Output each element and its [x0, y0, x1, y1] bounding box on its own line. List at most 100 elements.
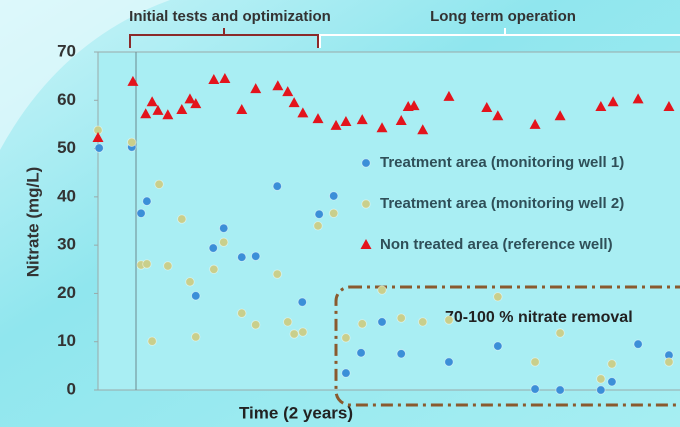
point: [596, 374, 606, 384]
point: [555, 385, 565, 395]
point: [219, 223, 229, 233]
point: [237, 252, 247, 262]
point: [329, 208, 339, 218]
point: [596, 385, 606, 395]
triangle-marker: [146, 96, 158, 107]
point: [163, 261, 173, 271]
triangle-marker: [443, 90, 455, 101]
point: [289, 329, 299, 339]
legend-marker: [361, 158, 371, 168]
legend-marker: [360, 239, 372, 249]
triangle-marker: [184, 93, 196, 104]
point: [191, 332, 201, 342]
point: [607, 377, 617, 387]
point: [329, 191, 339, 201]
point: [237, 308, 247, 318]
triangle-marker: [417, 124, 429, 135]
triangle-marker: [140, 108, 152, 119]
point: [607, 359, 617, 369]
y-tick-label: 20: [57, 283, 76, 302]
triangle-marker: [492, 110, 504, 121]
point: [283, 317, 293, 327]
legend-marker: [361, 199, 371, 209]
point: [185, 277, 195, 287]
phase2-label: Long term operation: [430, 8, 576, 25]
point: [177, 214, 187, 224]
point: [444, 357, 454, 367]
triangle-marker: [219, 73, 231, 84]
legend-label: Treatment area (monitoring well 1): [380, 154, 624, 171]
point: [191, 291, 201, 301]
point: [357, 319, 367, 329]
triangle-marker: [297, 107, 309, 118]
y-tick-label: 30: [57, 235, 76, 254]
triangle-marker: [554, 110, 566, 121]
triangle-marker: [162, 109, 174, 120]
y-tick-label: 50: [57, 138, 76, 157]
point: [142, 259, 152, 269]
triangle-marker: [376, 122, 388, 133]
point: [297, 297, 307, 307]
legend-label: Treatment area (monitoring well 2): [380, 195, 624, 212]
point: [493, 341, 503, 351]
legend-label: Non treated area (reference well): [380, 236, 613, 253]
point: [142, 196, 152, 206]
point: [530, 357, 540, 367]
triangle-marker: [236, 103, 248, 114]
removal-box: [334, 285, 680, 407]
triangle-marker: [595, 101, 607, 112]
triangle-marker: [607, 96, 619, 107]
y-tick-label: 10: [57, 331, 76, 350]
triangle-marker: [176, 103, 188, 114]
point: [136, 208, 146, 218]
point: [94, 143, 104, 153]
point: [377, 285, 387, 295]
phase1-bracket: [129, 28, 319, 48]
triangle-marker: [408, 100, 420, 111]
point: [251, 251, 261, 261]
triangle-marker: [272, 80, 284, 91]
triangle-marker: [92, 131, 104, 142]
triangle-marker: [282, 86, 294, 97]
triangle-marker: [288, 97, 300, 108]
point: [444, 315, 454, 325]
point: [493, 292, 503, 302]
point: [555, 328, 565, 338]
point: [208, 243, 218, 253]
x-axis-label: Time (2 years): [239, 403, 353, 422]
point: [209, 264, 219, 274]
y-axis-label: Nitrate (mg/L): [23, 167, 42, 278]
removal-label: 70-100 % nitrate removal: [445, 309, 633, 326]
y-tick-label: 70: [57, 41, 76, 60]
point: [530, 384, 540, 394]
triangle-marker: [663, 101, 675, 112]
triangle-marker: [529, 118, 541, 129]
phase2-bracket: [319, 28, 680, 48]
triangle-marker: [340, 116, 352, 127]
y-tick-label: 40: [57, 186, 76, 205]
point: [314, 209, 324, 219]
triangle-marker: [632, 93, 644, 104]
point: [219, 237, 229, 247]
y-tick-label: 0: [67, 379, 76, 398]
triangle-marker: [250, 83, 262, 94]
point: [298, 327, 308, 337]
triangle-marker: [481, 102, 493, 113]
triangle-marker: [356, 114, 368, 125]
point: [341, 368, 351, 378]
point: [127, 137, 137, 147]
triangle-marker: [208, 74, 220, 85]
point: [272, 269, 282, 279]
point: [377, 317, 387, 327]
swoosh: [0, 0, 170, 150]
point: [251, 320, 261, 330]
point: [664, 357, 674, 367]
triangle-marker: [190, 98, 202, 109]
triangle-marker: [152, 104, 164, 115]
point: [147, 336, 157, 346]
triangle-marker: [127, 75, 139, 86]
triangle-marker: [395, 115, 407, 126]
triangle-marker: [312, 113, 324, 124]
